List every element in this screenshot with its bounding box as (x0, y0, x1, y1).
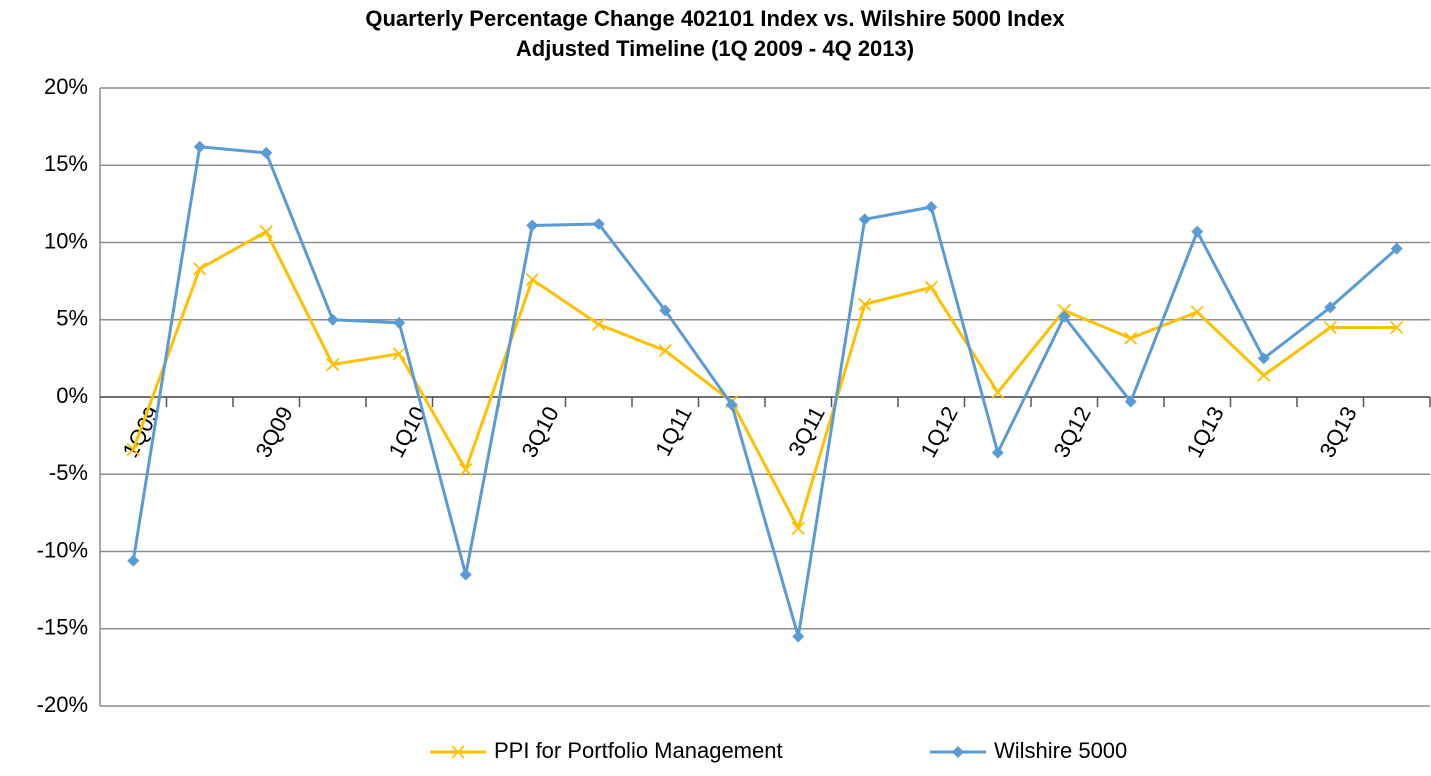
data-point (659, 304, 672, 317)
y-tick-label: 15% (44, 151, 88, 176)
data-point (1057, 303, 1071, 318)
y-tick-label: 5% (56, 306, 88, 331)
data-point (260, 146, 273, 159)
data-point (526, 219, 539, 232)
data-point (1324, 301, 1337, 314)
data-point (326, 357, 340, 372)
y-tick-label: 10% (44, 228, 88, 253)
legend-label: Wilshire 5000 (994, 738, 1127, 763)
data-point (858, 213, 871, 226)
legend-label: PPI for Portfolio Management (494, 738, 783, 763)
chart-subtitle: Adjusted Timeline (1Q 2009 - 4Q 2013) (516, 36, 914, 61)
data-point (592, 317, 606, 332)
data-point (259, 225, 273, 239)
data-point (1190, 305, 1204, 319)
data-point (792, 630, 805, 643)
data-point (1323, 320, 1337, 335)
data-point (193, 262, 207, 276)
y-tick-label: 0% (56, 383, 88, 408)
data-point (991, 446, 1004, 459)
data-point (1390, 320, 1404, 335)
chart-title: Quarterly Percentage Change 402101 Index… (365, 6, 1065, 31)
data-point (193, 140, 206, 153)
data-point (658, 344, 672, 358)
legend-marker (952, 746, 964, 758)
data-point (392, 347, 406, 361)
data-point (1257, 368, 1271, 383)
y-tick-label: -20% (37, 692, 88, 717)
legend-marker (451, 745, 465, 759)
data-point (991, 385, 1005, 400)
series-line (131, 230, 1397, 530)
data-point (1191, 225, 1204, 238)
data-point (924, 280, 938, 294)
data-point (725, 398, 738, 411)
y-tick-label: -10% (37, 537, 88, 562)
data-point (791, 521, 805, 535)
data-point (1124, 395, 1137, 408)
y-tick-label: 20% (44, 74, 88, 99)
data-point (326, 313, 339, 326)
data-point (925, 200, 938, 213)
data-point (393, 316, 406, 329)
y-tick-label: -5% (49, 460, 88, 485)
data-point (459, 462, 473, 477)
data-point (1058, 310, 1071, 323)
data-point (1390, 242, 1403, 255)
data-point (1124, 331, 1138, 345)
data-point (525, 272, 539, 287)
data-point (858, 297, 872, 311)
series-line (131, 145, 1398, 638)
data-point (1257, 352, 1270, 365)
data-point (592, 217, 605, 230)
data-point (127, 554, 140, 567)
data-point (126, 442, 140, 457)
y-tick-label: -15% (37, 615, 88, 640)
data-point (459, 568, 472, 581)
